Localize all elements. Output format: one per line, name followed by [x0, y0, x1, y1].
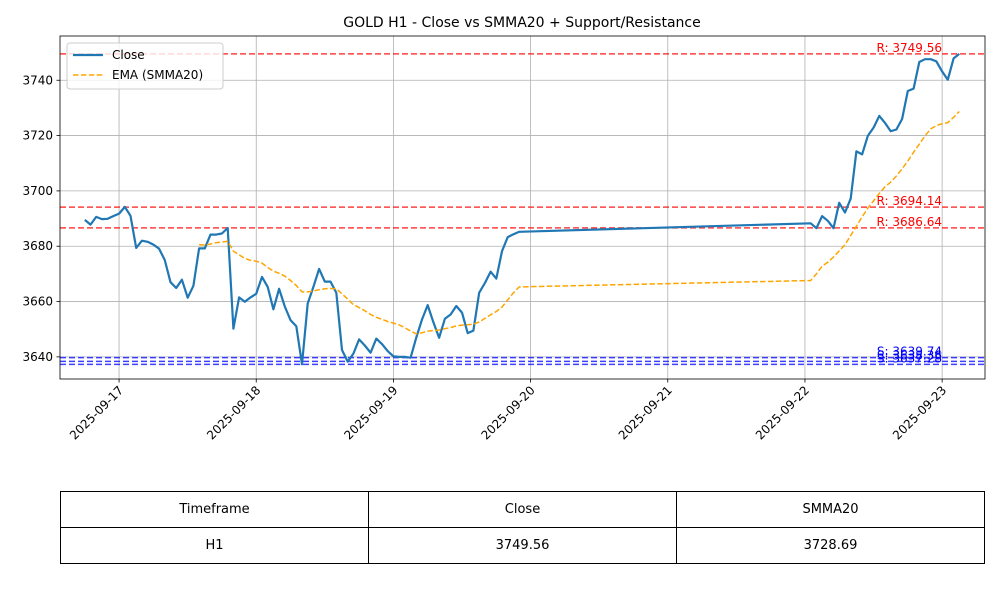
- y-tick-label: 3740: [22, 73, 53, 87]
- y-tick-label: 3720: [22, 129, 53, 143]
- table-header-cell: Timeframe: [60, 491, 369, 528]
- support-level-label: S: 3639.74: [877, 345, 942, 359]
- resistance-level-label: R: 3694.14: [877, 194, 942, 208]
- smma-series-line: [199, 110, 960, 335]
- legend: Close EMA (SMMA20): [66, 42, 224, 90]
- table-row: H1 3749.56 3728.69: [60, 527, 985, 564]
- table-header-cell: Close: [368, 491, 677, 528]
- table-cell: H1: [60, 527, 369, 564]
- chart-title: GOLD H1 - Close vs SMMA20 + Support/Resi…: [343, 15, 700, 31]
- info-table: Timeframe Close SMMA20 H1 3749.56 3728.6…: [60, 491, 985, 564]
- legend-label: Close: [112, 48, 145, 62]
- support-resistance-levels: R: 3749.56 R: 3694.14 R: 3686.64 S: 3639.74…: [60, 41, 985, 365]
- series-lines: [84, 52, 960, 366]
- legend-label: EMA (SMMA20): [112, 68, 203, 82]
- support-level-label: S: 3637.28: [877, 351, 942, 365]
- table-cell: 3749.56: [368, 527, 677, 564]
- resistance-level-label: R: 3686.64: [877, 215, 942, 229]
- table-cell: 3728.69: [676, 527, 985, 564]
- legend-box: [66, 42, 224, 90]
- resistance-level-label: R: 3749.56: [877, 41, 942, 55]
- y-tick-label: 3700: [22, 184, 53, 198]
- y-tick-label: 3680: [22, 239, 53, 253]
- close-series-line: [84, 52, 960, 366]
- y-tick-label: 3660: [22, 295, 53, 309]
- support-level-label: S: 3638.36: [877, 348, 942, 362]
- table-header-row: Timeframe Close SMMA20: [60, 491, 985, 528]
- y-tick-label: 3640: [22, 350, 53, 364]
- plot-frame: [59, 35, 986, 380]
- table-header-cell: SMMA20: [676, 491, 985, 528]
